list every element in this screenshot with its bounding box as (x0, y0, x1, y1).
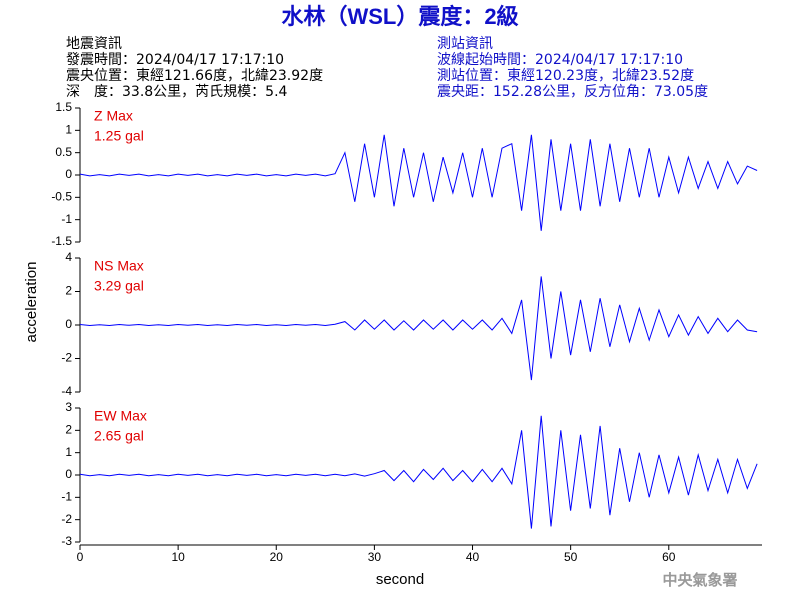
y-tick-label: 4 (65, 250, 72, 264)
y-tick-label: 1 (65, 123, 72, 137)
y-tick-label: -1 (61, 490, 72, 504)
x-tick-label: 60 (662, 550, 676, 564)
y-tick-label: 1.5 (55, 100, 72, 114)
chart-title: 水林（WSL）震度：2級 (281, 4, 518, 29)
station-line: 測站位置：東經120.23度，北緯23.52度 (437, 68, 694, 84)
y-tick-label: -4 (61, 384, 72, 398)
y-tick-label: 2 (65, 423, 72, 437)
station-line: 波線起始時間：2024/04/17 17:17:10 (437, 52, 683, 68)
y-tick-label: 2 (65, 284, 72, 298)
x-tick-label: 30 (368, 550, 382, 564)
y-tick-label: 0 (65, 317, 72, 331)
y-tick-label: -3 (61, 534, 72, 548)
x-tick-label: 50 (564, 550, 578, 564)
y-tick-label: -2 (61, 512, 72, 526)
panel-max: 3.29 gal (94, 278, 144, 294)
y-tick-label: 0 (65, 167, 72, 181)
info-heading: 地震資訊 (66, 36, 122, 52)
info-line: 發震時間：2024/04/17 17:17:10 (66, 52, 284, 68)
footer: 中央氣象署 (662, 571, 737, 589)
y-tick-label: -0.5 (51, 190, 72, 204)
x-tick-label: 40 (466, 550, 480, 564)
y-axis-label: acceleration (23, 262, 40, 343)
panel-label: EW Max (94, 408, 147, 424)
y-tick-label: -1 (61, 212, 72, 226)
panel-label: Z Max (94, 108, 133, 124)
panel-max: 1.25 gal (94, 128, 144, 144)
waveform (79, 134, 758, 231)
y-tick-label: 0 (65, 467, 72, 481)
info-line: 震央位置：東經121.66度，北緯23.92度 (66, 68, 323, 84)
panel-max: 2.65 gal (94, 428, 144, 444)
station-line: 震央距：152.28公里，反方位角：73.05度 (437, 84, 708, 100)
y-tick-label: -1.5 (51, 234, 72, 248)
x-axis-label: second (376, 571, 424, 588)
panel-label: NS Max (94, 258, 144, 274)
y-tick-label: 0.5 (55, 145, 72, 159)
y-tick-label: 1 (65, 445, 72, 459)
y-tick-label: -2 (61, 351, 72, 365)
y-tick-label: 3 (65, 400, 72, 414)
x-tick-label: 0 (77, 550, 84, 564)
waveform (79, 415, 758, 529)
waveform (79, 276, 758, 381)
station-heading: 測站資訊 (437, 36, 493, 52)
x-tick-label: 10 (171, 550, 185, 564)
x-tick-label: 20 (270, 550, 284, 564)
info-line: 深 度：33.8公里，芮氏規模：5.4 (66, 83, 288, 100)
